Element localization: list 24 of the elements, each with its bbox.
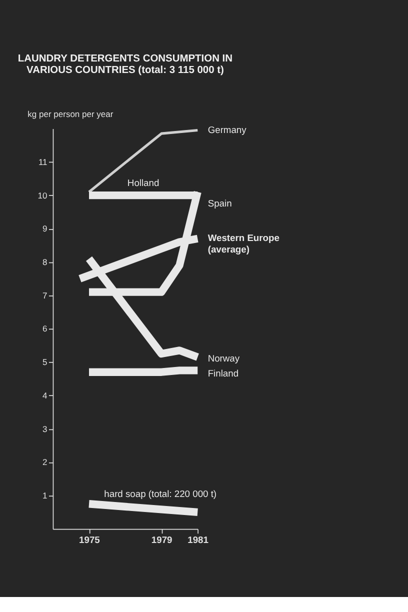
series-label: Norway — [208, 353, 240, 364]
y-tick-label: 8 — [42, 256, 48, 267]
y-tick-label: 6 — [42, 324, 48, 334]
text: LAUNDRY DETERGENTS CONSUMPTION IN — [18, 53, 233, 64]
series-label: Germany — [208, 124, 247, 135]
y-tick-label: 9 — [42, 224, 48, 234]
y-axis-title: kg per person per year — [28, 109, 114, 120]
series-label: Spain — [208, 198, 232, 208]
y-tick-label: 2 — [42, 457, 48, 468]
y-tick-label: 4 — [42, 390, 48, 400]
x-tick-label: 1981 — [188, 534, 208, 545]
y-tick-label: 10 — [38, 190, 48, 200]
x-tick-label: 1979 — [151, 534, 172, 545]
series-label: Finland — [208, 368, 239, 378]
series-label: hard soap (total: 220 000 t) — [104, 488, 217, 499]
series-label: Holland — [127, 178, 160, 188]
y-tick-label: 11 — [38, 156, 48, 167]
y-tick-label: 5 — [42, 357, 48, 368]
x-tick-label: 1975 — [79, 534, 100, 545]
y-tick-label: 7 — [42, 290, 48, 300]
series-label: Western Europe (average) — [208, 233, 280, 254]
y-tick-label: 3 — [42, 424, 48, 434]
y-tick-label: 1 — [42, 490, 48, 501]
text: VARIOUS COUNTRIES (total: 3 115 000 t) — [26, 65, 224, 76]
